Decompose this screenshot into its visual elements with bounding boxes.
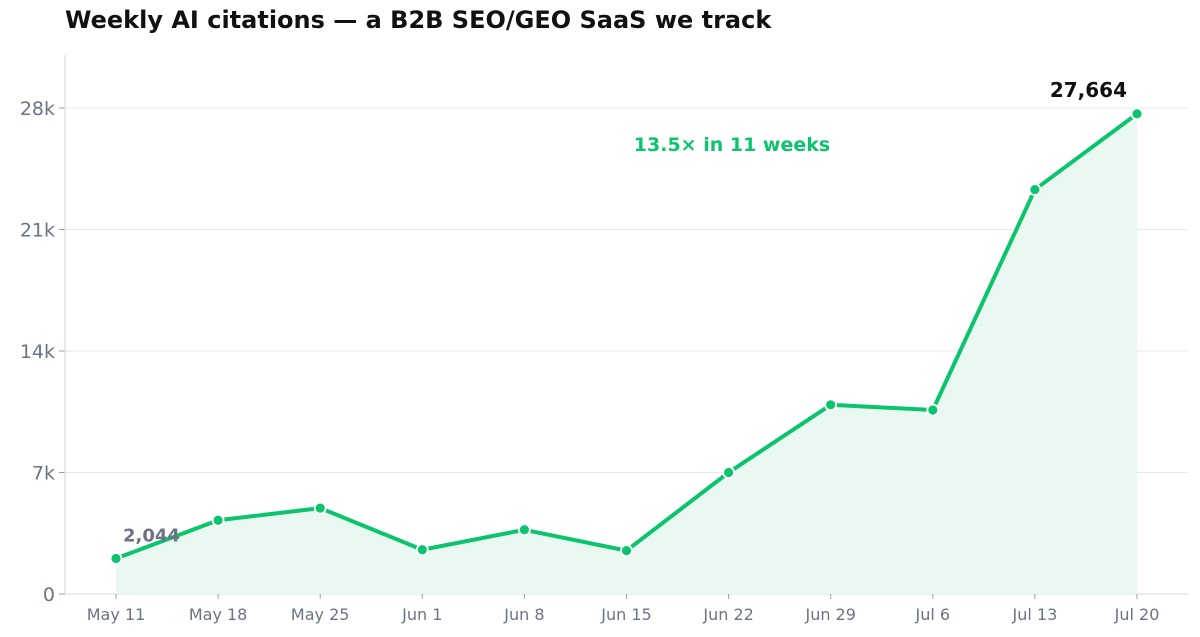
end-value-label: 27,664 [1050, 78, 1127, 102]
y-tick-label: 28k [20, 98, 55, 120]
growth-annotation: 13.5× in 11 weeks [634, 134, 830, 156]
area-fill [116, 113, 1137, 594]
start-value-label: 2,044 [123, 526, 180, 547]
y-tick-label: 21k [20, 220, 55, 242]
data-point-jun-22 [722, 466, 735, 479]
data-point-jul-20 [1130, 107, 1144, 121]
x-tick-label: Jun 8 [503, 605, 544, 624]
x-axis-tick-labels: May 11 May 18 May 25 Jun 1 Jun 8 Jun 15 Jun 22… [87, 605, 1160, 624]
data-point-may-18 [211, 513, 225, 527]
data-points [109, 107, 1144, 565]
y-axis-tick-labels: 0 7k 14k 21k 28k [20, 98, 55, 606]
data-point-jul-13 [1028, 183, 1042, 196]
data-point-jul-6 [926, 403, 940, 417]
y-tick-label: 0 [43, 584, 55, 606]
x-tick-label: Jun 15 [600, 605, 651, 624]
y-tick-label: 14k [20, 341, 55, 363]
data-point-jun-29 [824, 398, 838, 412]
data-point-may-11 [109, 552, 123, 565]
data-point-may-25 [313, 501, 327, 515]
data-point-jun-8 [518, 523, 531, 537]
data-point-jun-15 [620, 544, 633, 558]
chart-title: Weekly AI citations — a B2B SEO/GEO SaaS… [65, 6, 772, 34]
x-tick-label: Jun 29 [804, 605, 855, 624]
y-tick-label: 7k [32, 463, 55, 485]
x-tick-label: Jul 13 [1012, 605, 1058, 624]
x-tick-label: Jun 22 [702, 605, 753, 624]
x-tick-label: May 11 [87, 605, 146, 624]
x-tick-label: Jul 20 [1114, 605, 1160, 624]
area-fill-layer [116, 113, 1137, 594]
x-tick-label: Jul 6 [915, 605, 951, 624]
x-tick-label: May 25 [291, 605, 350, 624]
x-tick-label: Jun 1 [401, 605, 442, 624]
data-labels: 2,044 27,664 13.5× in 11 weeks [123, 78, 1127, 547]
x-tick-label: May 18 [189, 605, 248, 624]
data-point-jun-1 [415, 543, 429, 557]
